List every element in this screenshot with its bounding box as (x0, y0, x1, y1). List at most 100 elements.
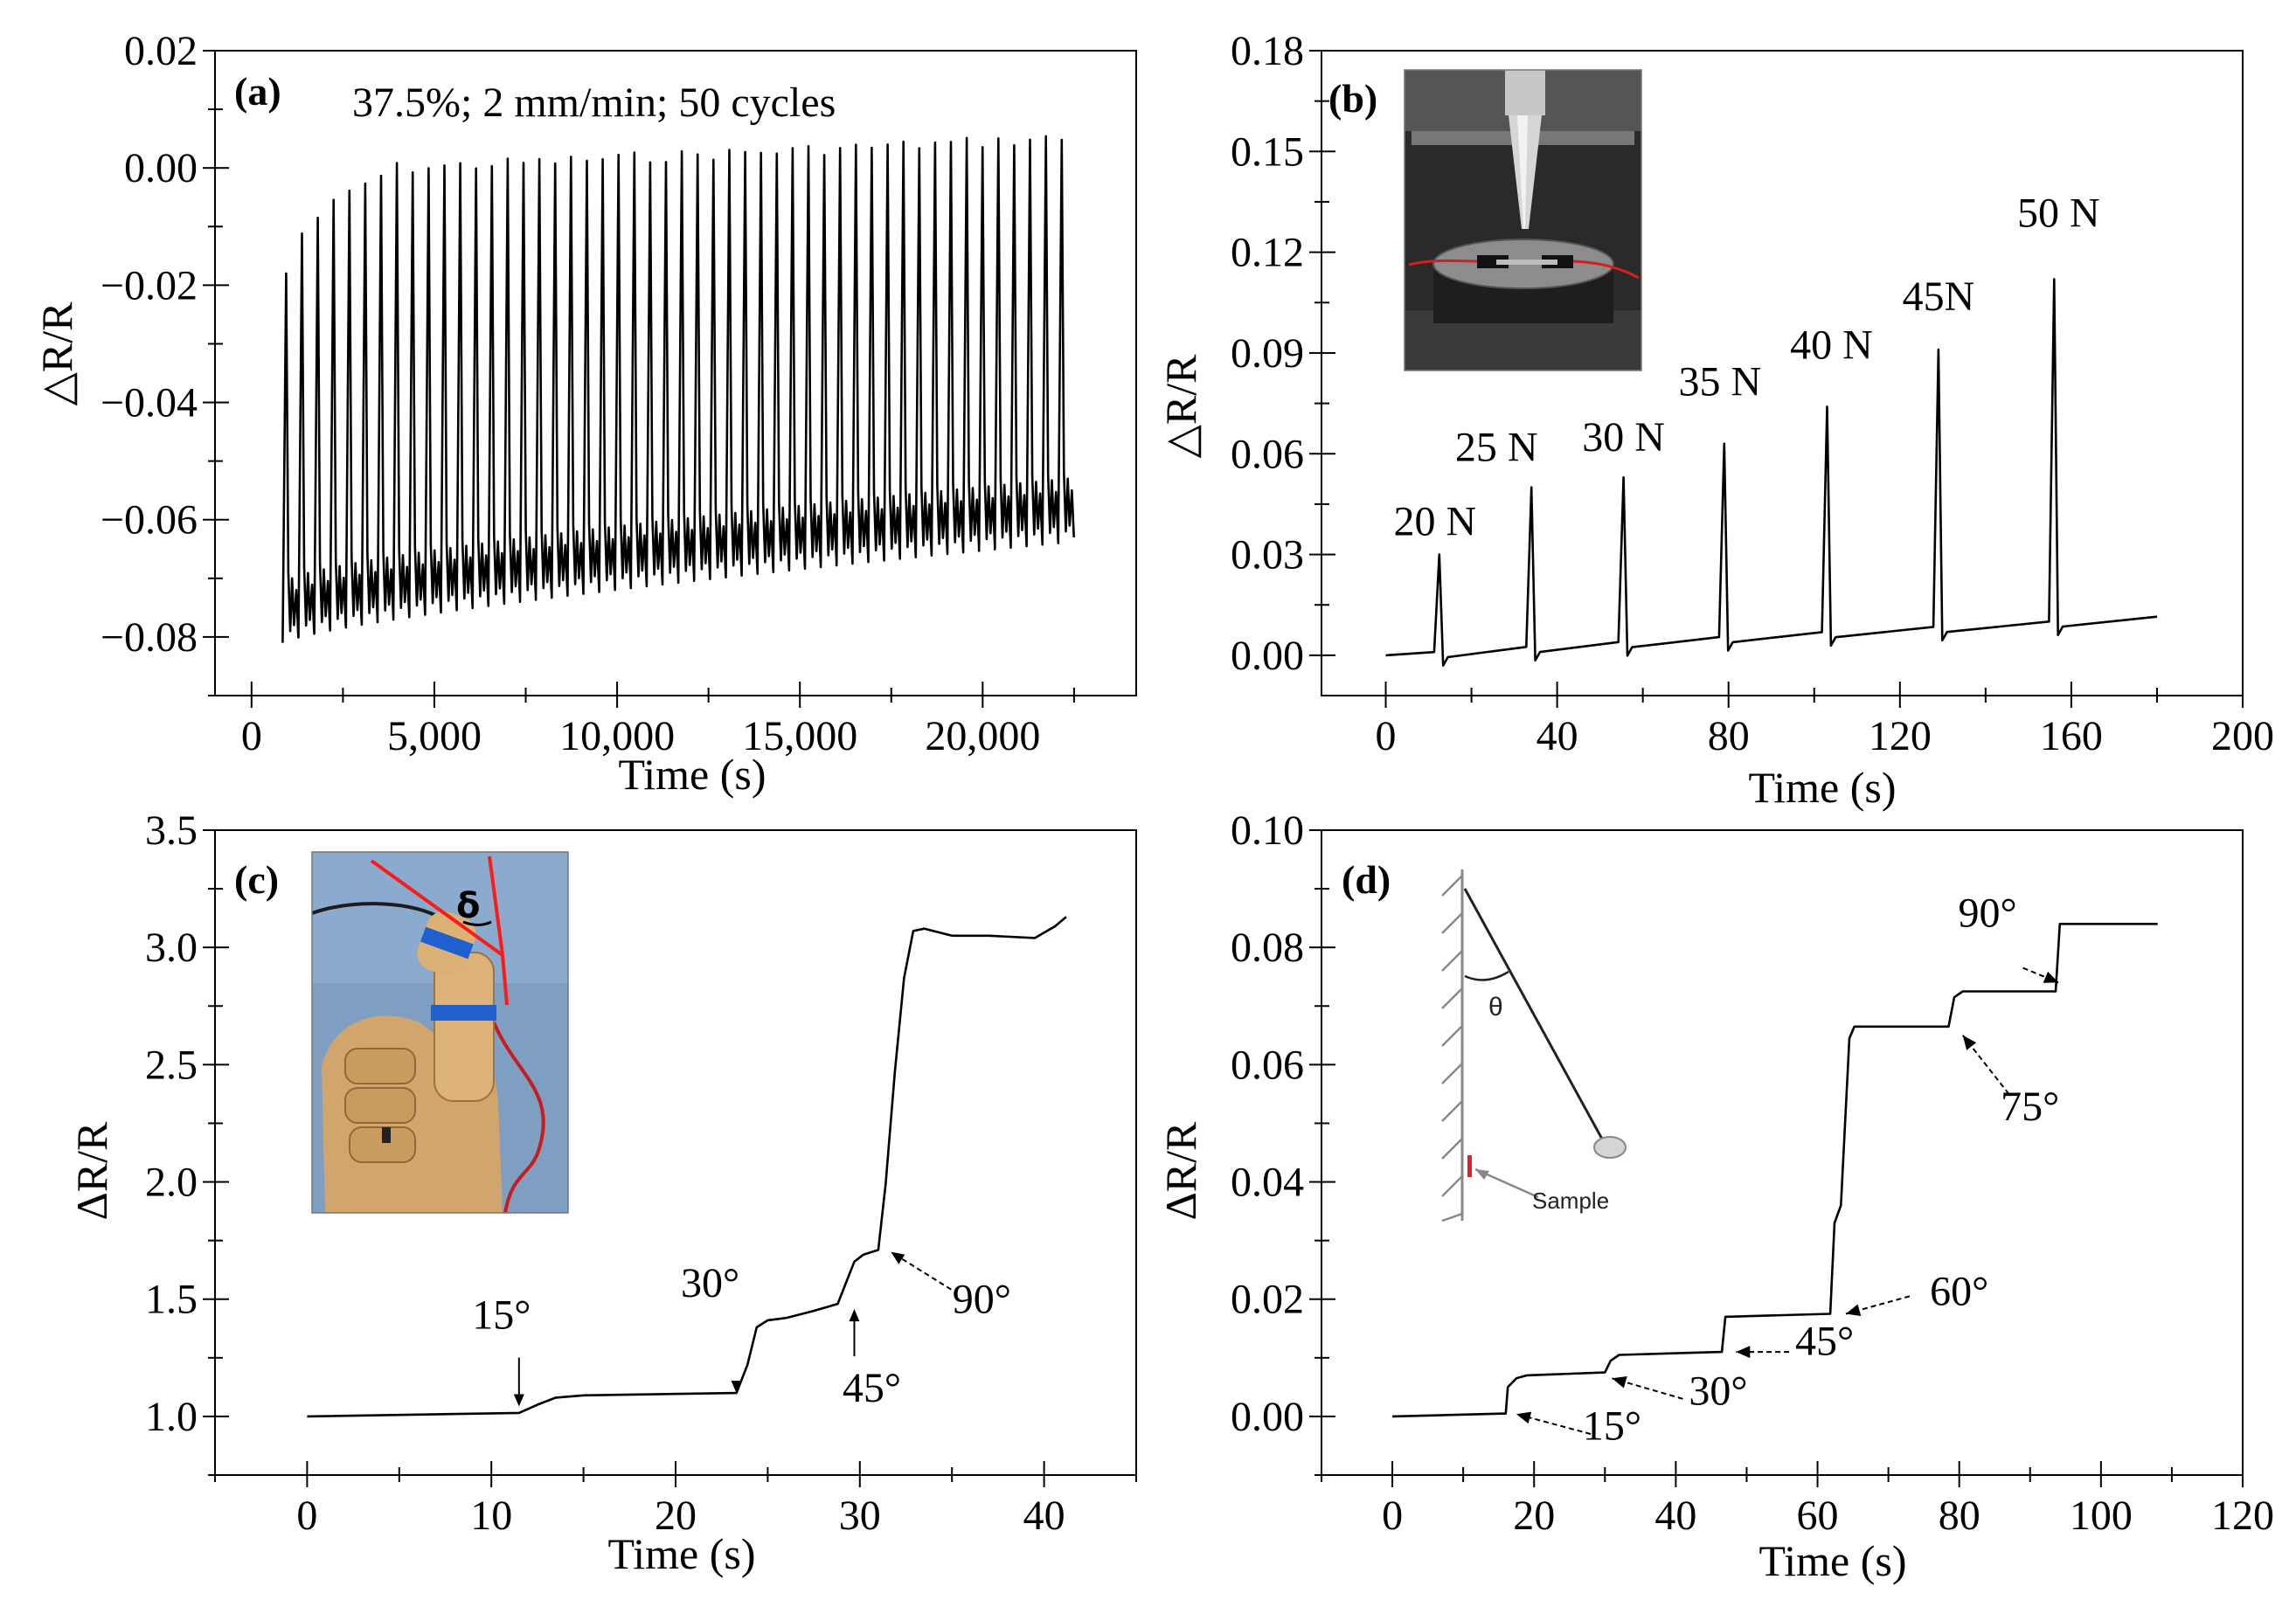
panel-a-title: 37.5%; 2 mm/min; 50 cycles (352, 80, 836, 126)
panel-d-xlabel: Time (s) (1758, 1536, 1906, 1585)
panel-d-ylabel: ΔR/R (1156, 1121, 1205, 1220)
panel-a-ticks (203, 50, 1075, 708)
y-tick-label: 0.09 (1231, 330, 1304, 377)
panel-b-plot-frame (1321, 50, 2244, 696)
arrow-head (849, 1309, 860, 1322)
angle-label: 45° (843, 1365, 901, 1411)
arrow-head (2043, 971, 2059, 983)
peak-label: 35 N (1678, 359, 1761, 405)
panel-c-ylabel: ΔR/R (67, 1121, 116, 1220)
panel-c-annotations: 15° 30° 45° 90° (472, 1251, 1011, 1411)
y-tick-label: 0.10 (1231, 807, 1304, 854)
x-tick-label: 200 (2211, 713, 2274, 759)
arrow-head (513, 1394, 524, 1407)
panel-c-label: (c) (234, 857, 279, 902)
y-tick-label: 0.12 (1231, 230, 1304, 276)
panel-b-ylabel: △R/R (1156, 354, 1205, 459)
angle-label: 15° (472, 1292, 531, 1339)
arrow-head (1612, 1376, 1627, 1389)
angle-label: 90° (1959, 890, 2017, 937)
y-tick-label: 3.5 (145, 807, 198, 854)
panel-d-annotations: 15° 30° 45° 60° 75° 90° (1516, 890, 2059, 1450)
peak-label: 40 N (1790, 322, 1873, 368)
panel-d-inset-angle-label: θ (1488, 993, 1503, 1022)
x-tick-label: 5,000 (387, 713, 482, 759)
y-tick-label: 3.0 (145, 925, 198, 971)
angle-label: 30° (681, 1260, 739, 1306)
y-tick-label: 0.18 (1231, 28, 1304, 74)
panel-a-series-line (281, 135, 1075, 643)
x-tick-label: 40 (1023, 1493, 1065, 1539)
x-tick-label: 120 (1869, 713, 1932, 759)
arrow-head (1845, 1304, 1862, 1316)
panel-d-inset-sample-label: Sample (1532, 1188, 1609, 1214)
arrow-line (897, 1255, 952, 1291)
angle-label: 45° (1795, 1318, 1854, 1364)
panel-d-ticks (1309, 829, 2244, 1487)
peak-label: 30 N (1582, 414, 1665, 461)
x-tick-label: 120 (2211, 1493, 2274, 1539)
panel-c-inset-photo: δ (311, 851, 569, 1214)
panel-a-label: (a) (234, 69, 281, 114)
panel-d-wall-hatching (1441, 875, 1463, 1223)
arrow-line (2022, 966, 2059, 984)
arrow-head (1736, 1346, 1751, 1359)
x-tick-label: 0 (241, 713, 262, 759)
y-tick-label: −0.04 (101, 380, 198, 426)
y-tick-label: 0.06 (1231, 431, 1304, 477)
peak-label: 20 N (1393, 499, 1476, 545)
y-tick-label: 0.00 (1231, 633, 1304, 679)
x-tick-label: 60 (1797, 1493, 1839, 1539)
x-tick-label: 30 (839, 1493, 881, 1539)
panel-d: 0 20 40 60 80 100 1200.000.020.040.060.080.10 … (1156, 807, 2274, 1585)
arrow-head (1516, 1411, 1532, 1424)
x-tick-label: 10 (470, 1493, 512, 1539)
panel-a-plot-frame (214, 50, 1137, 696)
x-tick-label: 0 (1376, 713, 1397, 759)
peak-label: 25 N (1455, 425, 1538, 471)
angle-label: 75° (2001, 1084, 2059, 1130)
panel-d-label: (d) (1342, 857, 1391, 902)
y-tick-label: 0.02 (124, 28, 198, 74)
arrow-head (891, 1251, 905, 1264)
y-tick-label: 1.5 (145, 1277, 198, 1323)
panel-c: 0 10 20 30 40 1.0 1.5 2.0 2.5 3.0 3.5 15° 30° 45° 90°… (67, 807, 1137, 1578)
y-tick-label: 0.15 (1231, 128, 1304, 175)
y-tick-label: 0.04 (1231, 1160, 1304, 1206)
y-tick-label: 2.5 (145, 1042, 198, 1088)
panel-d-plot-frame (1321, 829, 2244, 1476)
panel-b-label: (b) (1328, 76, 1377, 121)
panel-b-tick-labels: 0 40 80 120 160 200 0.00 0.03 0.06 0.09 0.12 0.15 0.… (1231, 28, 2274, 759)
y-tick-label: 0.00 (124, 145, 198, 191)
x-tick-label: 0 (1382, 1493, 1403, 1539)
x-tick-label: 0 (296, 1493, 317, 1539)
panel-d-inset-diagram: θ Sample (1441, 869, 1627, 1223)
y-tick-label: 1.0 (145, 1394, 198, 1440)
x-tick-label: 20,000 (925, 713, 1040, 759)
panel-c-inset-angle-label: δ (456, 886, 480, 926)
angle-label: 90° (953, 1277, 1011, 1323)
x-tick-label: 80 (1708, 713, 1750, 759)
y-tick-label: 2.0 (145, 1160, 198, 1206)
y-tick-label: 0.08 (1231, 925, 1304, 971)
panel-d-tick-labels: 0 20 40 60 80 100 120 0.00 0.02 0.04 0.06 0.08 0.10 (1231, 807, 2274, 1539)
panel-b-peak-labels: 20 N 25 N 30 N 35 N 40 N 45N 50 N (1393, 190, 2099, 544)
panel-a-ylabel: △R/R (32, 301, 81, 406)
panel-c-tick-labels: 0 10 20 30 40 1.0 1.5 2.0 2.5 3.0 3.5 (145, 807, 1065, 1539)
panel-c-series-line (307, 916, 1067, 1418)
panel-b-series-line (1385, 278, 2158, 667)
panel-b: 0 40 80 120 160 200 0.00 0.03 0.06 0.09 0.12 0.15 0.… (1156, 28, 2274, 812)
y-tick-label: −0.02 (101, 262, 198, 308)
angle-label: 60° (1930, 1268, 1988, 1314)
y-tick-label: −0.06 (101, 497, 198, 544)
x-tick-label: 20 (1513, 1493, 1555, 1539)
x-tick-label: 100 (2070, 1493, 2133, 1539)
y-tick-label: 0.03 (1231, 532, 1304, 578)
y-tick-label: 0.06 (1231, 1042, 1304, 1088)
x-tick-label: 160 (2040, 713, 2103, 759)
panel-c-ticks (203, 829, 1137, 1487)
panel-b-inset-photo (1404, 69, 1642, 371)
x-tick-label: 40 (1536, 713, 1578, 759)
y-tick-label: 0.02 (1231, 1277, 1304, 1323)
